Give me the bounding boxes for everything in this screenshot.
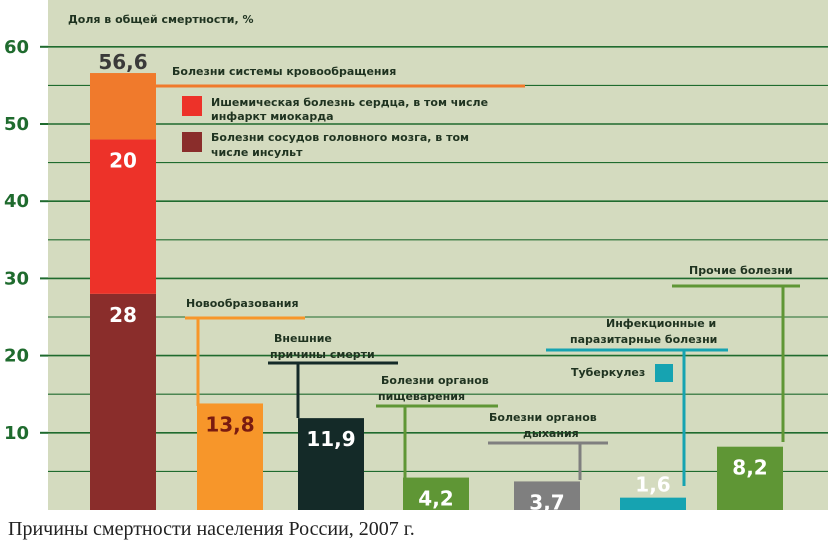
bar-value-label: 4,2 xyxy=(418,487,453,511)
bar-segment xyxy=(90,73,156,140)
bar xyxy=(197,403,263,510)
label-circulatory: Болезни системы кровообращения xyxy=(172,65,396,78)
label-infectious: паразитарные болезни xyxy=(570,333,717,346)
label-tuberculosis: Туберкулез xyxy=(571,366,645,379)
y-tick-label: 20 xyxy=(4,346,29,367)
label-cerebrovascular: числе инсульт xyxy=(211,146,303,159)
label-infectious: Инфекционные и xyxy=(606,317,716,330)
label-digestive: Болезни органов xyxy=(381,374,489,387)
bar-value-label: 8,2 xyxy=(732,456,767,480)
y-tick-label: 30 xyxy=(4,268,29,289)
label-external: Внешние xyxy=(274,332,332,345)
bar-segment xyxy=(90,139,156,294)
label-other: Прочие болезни xyxy=(689,264,793,277)
bar xyxy=(717,446,783,510)
bar-value-label: 1,6 xyxy=(635,473,670,497)
annotations: Болезни системы кровообращения Ишемическа… xyxy=(156,65,800,486)
label-respiratory: Болезни органов xyxy=(489,411,597,424)
legend-swatch-cerebrovascular xyxy=(182,132,202,152)
bar-value-label: 11,9 xyxy=(306,427,355,451)
y-tick-label: 10 xyxy=(4,423,29,444)
y-tick-label: 60 xyxy=(4,37,29,58)
label-cerebrovascular: Болезни сосудов головного мозга, в том xyxy=(211,131,469,144)
label-respiratory: дыхания xyxy=(523,427,579,440)
legend-swatch-ischemic xyxy=(182,96,202,116)
y-axis-title: Доля в общей смертности, % xyxy=(68,13,254,26)
label-ischemic: Ишемическая болезнь сердца, в том числе xyxy=(211,96,488,109)
bar xyxy=(620,497,686,510)
label-external: причины смерти xyxy=(270,348,375,361)
bar-value-label: 20 xyxy=(109,148,137,172)
bar-value-label: 13,8 xyxy=(205,412,254,436)
figure-caption: Причины смертности населения России, 200… xyxy=(8,518,415,540)
bar xyxy=(403,477,469,510)
y-tick-labels: 10 20 30 40 50 60 xyxy=(4,37,48,444)
label-digestive: пищеварения xyxy=(378,390,465,403)
bar-value-label: 56,6 xyxy=(98,50,147,74)
label-ischemic: инфаркт миокарда xyxy=(211,110,334,123)
legend-swatch-tuberculosis xyxy=(655,364,673,382)
bar-segment xyxy=(90,293,156,510)
y-tick-label: 40 xyxy=(4,191,29,212)
bar xyxy=(298,418,364,510)
bar xyxy=(514,481,580,510)
label-neoplasms: Новообразования xyxy=(186,297,299,310)
bars: 28 20 56,6 13,8 11,9 4,2 3,7 1,6 8,2 xyxy=(90,50,783,514)
y-tick-label: 50 xyxy=(4,114,29,135)
bar-value-label: 28 xyxy=(109,303,137,327)
bar-value-label: 3,7 xyxy=(529,490,564,514)
